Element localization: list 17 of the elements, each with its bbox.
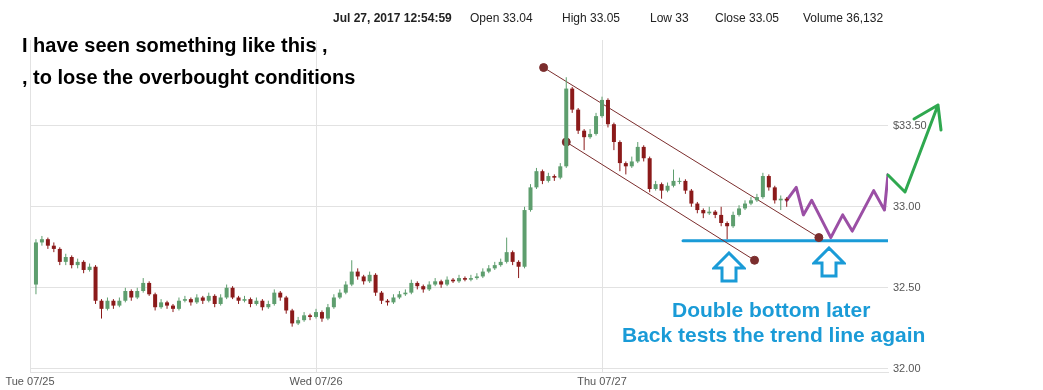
y-tick-label: 32.50 (893, 280, 921, 293)
text: Volume 36,132 (803, 11, 884, 26)
x-tick-label: Wed 07/26 (289, 374, 343, 387)
x-tick-label: Thu 07/27 (577, 374, 627, 387)
y-tick-label: $33.50 (893, 118, 927, 131)
text: High 33.05 (562, 11, 621, 26)
text: Open 33.04 (470, 11, 533, 26)
y-tick-label: 32.00 (893, 361, 921, 374)
y-tick-label: 33.00 (893, 199, 921, 212)
annotation: Double bottom later (672, 297, 871, 323)
text: Close 33.05 (715, 11, 780, 26)
x-tick-label: Tue 07/25 (5, 374, 55, 387)
annotation: , to lose the overbought conditions (22, 65, 356, 89)
annotation: Back tests the trend line again (622, 322, 926, 348)
text: Low 33 (650, 11, 689, 26)
annotation: I have seen something like this , (22, 33, 328, 57)
text: Jul 27, 2017 12:54:59 (333, 11, 452, 26)
